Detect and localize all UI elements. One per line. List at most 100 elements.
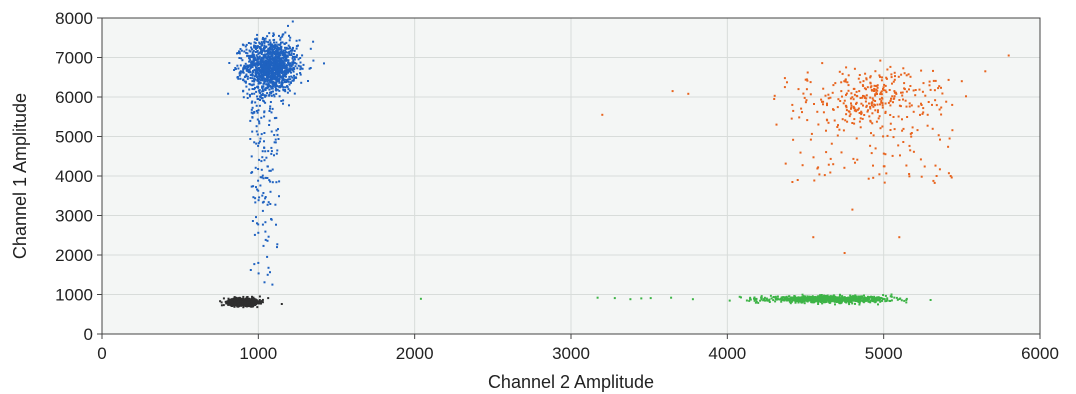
data-point bbox=[259, 296, 261, 298]
data-point bbox=[269, 67, 271, 69]
data-point bbox=[256, 76, 258, 78]
data-point bbox=[899, 154, 901, 156]
data-point bbox=[820, 295, 822, 297]
data-point bbox=[249, 94, 251, 96]
data-point bbox=[869, 108, 871, 110]
data-point bbox=[843, 167, 845, 169]
data-point bbox=[245, 298, 247, 300]
data-point bbox=[882, 294, 884, 296]
data-point bbox=[860, 97, 862, 99]
data-point bbox=[259, 43, 261, 45]
data-point bbox=[875, 147, 877, 149]
data-point bbox=[283, 54, 285, 56]
data-point bbox=[921, 176, 923, 178]
data-point bbox=[867, 111, 869, 113]
data-point bbox=[930, 299, 932, 301]
data-point bbox=[878, 74, 880, 76]
data-point bbox=[868, 103, 870, 105]
data-point bbox=[276, 243, 278, 245]
data-point bbox=[276, 80, 278, 82]
data-point bbox=[296, 56, 298, 58]
data-point bbox=[984, 70, 986, 72]
data-point bbox=[289, 37, 291, 39]
data-point bbox=[785, 298, 787, 300]
x-axis-title: Channel 2 Amplitude bbox=[488, 372, 654, 392]
data-point bbox=[278, 195, 280, 197]
data-point bbox=[851, 105, 853, 107]
data-point bbox=[243, 96, 245, 98]
data-point bbox=[837, 124, 839, 126]
data-point bbox=[288, 45, 290, 47]
data-point bbox=[806, 119, 808, 121]
data-point bbox=[276, 246, 278, 248]
data-point bbox=[764, 297, 766, 299]
data-point bbox=[810, 93, 812, 95]
data-point bbox=[900, 74, 902, 76]
data-point bbox=[672, 90, 674, 92]
data-point bbox=[792, 110, 794, 112]
data-point bbox=[832, 92, 834, 94]
data-point bbox=[251, 131, 253, 133]
data-point bbox=[792, 139, 794, 141]
data-point bbox=[860, 117, 862, 119]
data-point bbox=[629, 298, 631, 300]
data-point bbox=[268, 32, 270, 34]
data-point bbox=[259, 105, 261, 107]
data-point bbox=[276, 63, 278, 65]
data-point bbox=[784, 77, 786, 79]
data-point bbox=[299, 39, 301, 41]
data-point bbox=[262, 192, 264, 194]
data-point bbox=[263, 83, 265, 85]
data-point bbox=[234, 67, 236, 69]
data-point bbox=[876, 121, 878, 123]
data-point bbox=[871, 90, 873, 92]
data-point bbox=[903, 300, 905, 302]
data-point bbox=[279, 75, 281, 77]
data-point bbox=[264, 221, 266, 223]
data-point bbox=[269, 39, 271, 41]
data-point bbox=[257, 50, 259, 52]
data-point bbox=[256, 65, 258, 67]
data-point bbox=[265, 58, 267, 60]
data-point bbox=[805, 101, 807, 103]
data-point bbox=[909, 102, 911, 104]
data-point bbox=[269, 271, 271, 273]
data-point bbox=[249, 120, 251, 122]
data-point bbox=[869, 145, 871, 147]
data-point bbox=[271, 111, 273, 113]
data-point bbox=[807, 72, 809, 74]
data-point bbox=[288, 104, 290, 106]
data-point bbox=[909, 106, 911, 108]
x-tick-label: 1000 bbox=[239, 344, 277, 363]
data-point bbox=[271, 88, 273, 90]
data-point bbox=[237, 68, 239, 70]
data-point bbox=[800, 297, 802, 299]
data-point bbox=[251, 80, 253, 82]
data-point bbox=[890, 129, 892, 131]
data-point bbox=[254, 197, 256, 199]
data-point bbox=[908, 73, 910, 75]
data-point bbox=[246, 75, 248, 77]
data-point bbox=[791, 181, 793, 183]
data-point bbox=[256, 306, 258, 308]
data-point bbox=[786, 81, 788, 83]
data-point bbox=[839, 71, 841, 73]
data-point bbox=[287, 86, 289, 88]
y-axis-title: Channel 1 Amplitude bbox=[10, 93, 30, 259]
data-point bbox=[939, 109, 941, 111]
data-point bbox=[290, 72, 292, 74]
data-point bbox=[267, 240, 269, 242]
data-point bbox=[948, 79, 950, 81]
data-point bbox=[267, 86, 269, 88]
data-point bbox=[935, 165, 937, 167]
data-point bbox=[869, 120, 871, 122]
data-point bbox=[263, 42, 265, 44]
data-point bbox=[875, 85, 877, 87]
data-point bbox=[781, 296, 783, 298]
data-point bbox=[269, 108, 271, 110]
data-point bbox=[881, 300, 883, 302]
data-point bbox=[927, 114, 929, 116]
data-point bbox=[909, 145, 911, 147]
data-point bbox=[791, 104, 793, 106]
data-point bbox=[277, 50, 279, 52]
